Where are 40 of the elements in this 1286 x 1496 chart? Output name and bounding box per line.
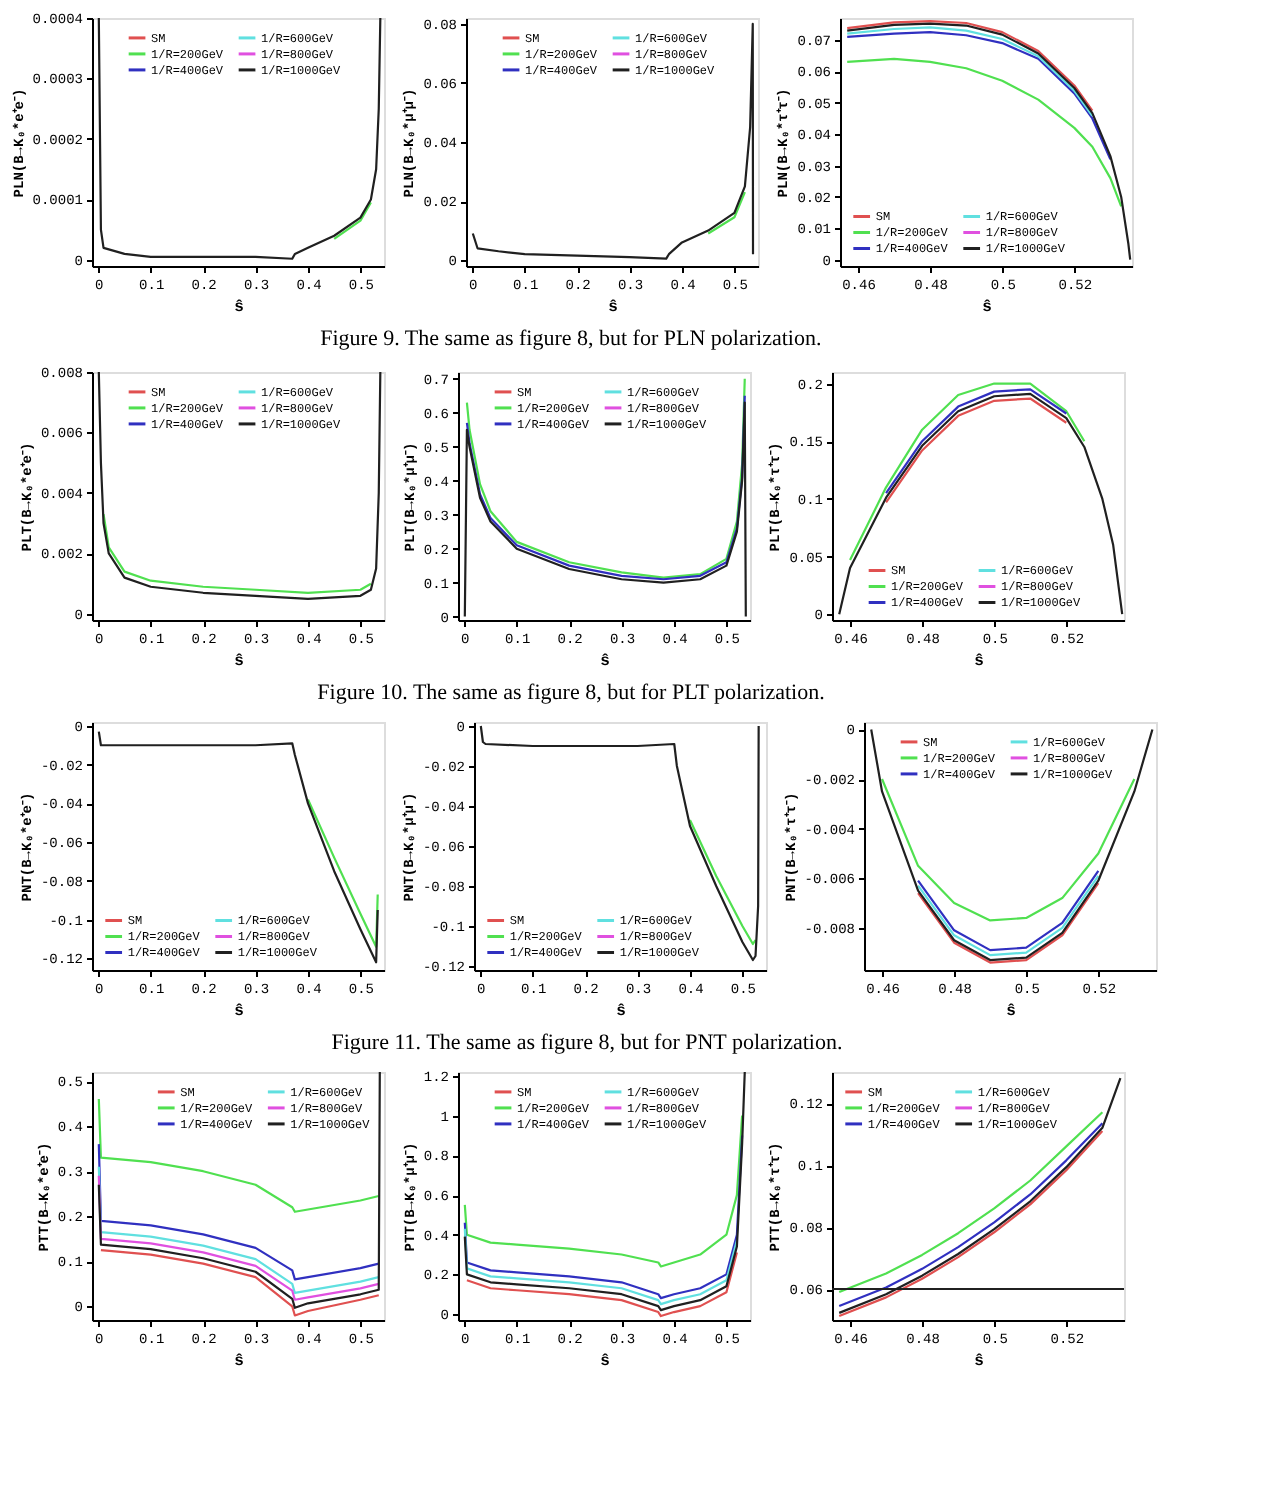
- line-series: [97, 18, 382, 260]
- line-series: [465, 1251, 738, 1318]
- line-series: [870, 728, 1154, 962]
- line-series: [97, 1097, 380, 1213]
- x-axis-title: ŝ: [974, 1353, 985, 1371]
- line-series: [471, 22, 755, 260]
- x-axis-title: ŝ: [974, 653, 985, 671]
- line-series: [880, 777, 1136, 922]
- line-series: [97, 730, 379, 964]
- line-series: [688, 818, 757, 946]
- line-series: [99, 1249, 380, 1317]
- x-axis-title: ŝ: [616, 1003, 627, 1021]
- x-axis-title: ŝ: [234, 653, 245, 671]
- line-series: [463, 401, 747, 618]
- x-axis-title: ŝ: [234, 1353, 245, 1371]
- x-axis-title: ŝ: [608, 299, 619, 317]
- line-series: [463, 1114, 744, 1268]
- line-series: [848, 382, 1086, 562]
- line-series: [97, 1143, 380, 1281]
- line-series: [846, 31, 1112, 161]
- line-series: [306, 798, 379, 948]
- x-axis-title: ŝ: [982, 299, 993, 317]
- line-series: [479, 724, 760, 962]
- line-series: [463, 1072, 746, 1312]
- line-series: [838, 1077, 1122, 1314]
- caption: Figure 11. The same as figure 8, but for PNT polarization.: [331, 1031, 843, 1055]
- x-axis-title: ŝ: [600, 1353, 611, 1371]
- line-series: [102, 513, 372, 594]
- line-series: [97, 1072, 381, 1309]
- caption: Figure 10. The same as figure 8, but for PLT polarization.: [317, 681, 826, 705]
- x-axis-title: ŝ: [600, 653, 611, 671]
- caption: Figure 9. The same as figure 8, but for PLN polarization.: [320, 327, 822, 351]
- line-series: [846, 57, 1123, 208]
- x-axis-title: ŝ: [234, 1003, 245, 1021]
- line-series: [846, 22, 1132, 261]
- x-axis-title: ŝ: [234, 299, 245, 317]
- line-series: [463, 1227, 738, 1306]
- line-series: [838, 392, 1124, 616]
- x-axis-title: ŝ: [1006, 1003, 1017, 1021]
- line-series: [97, 372, 382, 600]
